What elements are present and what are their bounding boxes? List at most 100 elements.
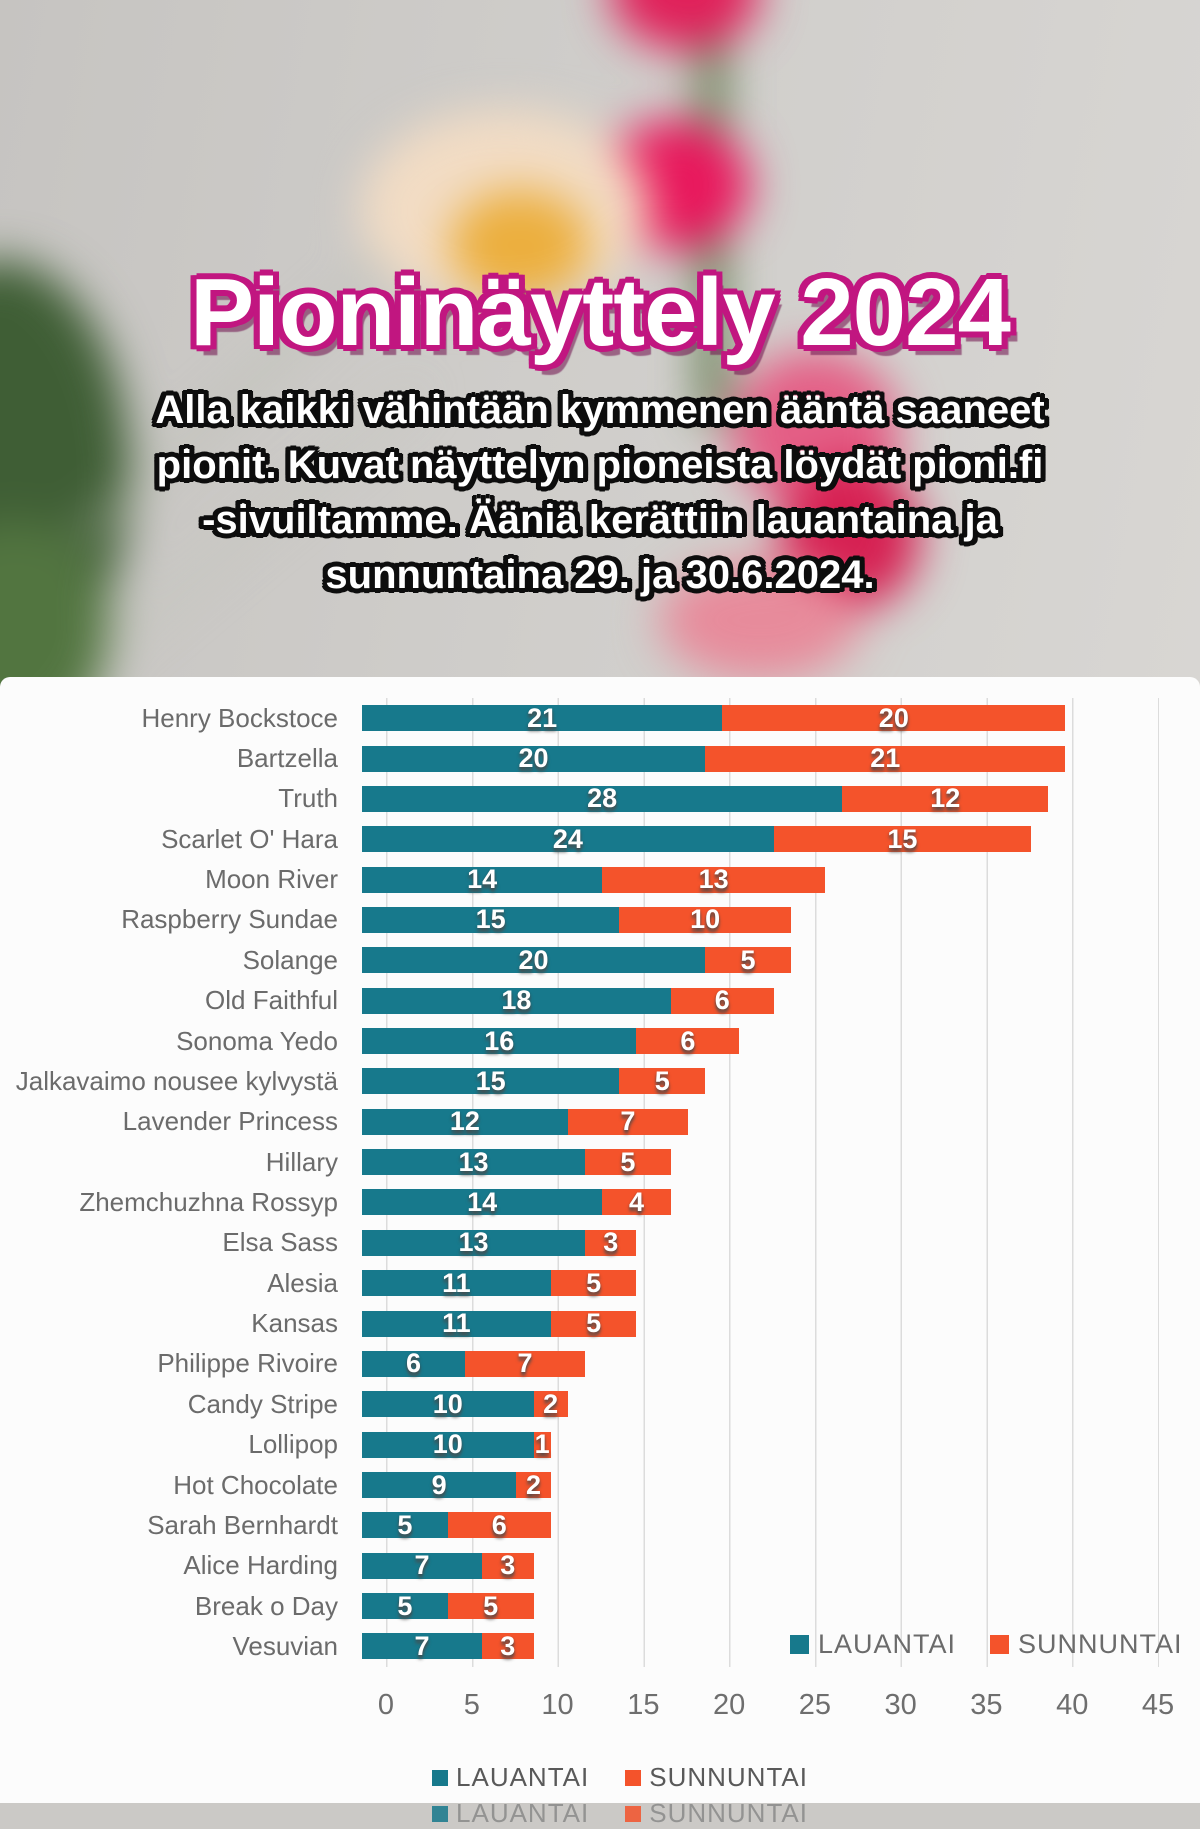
bar-segment-saturday: 9 [362,1469,517,1500]
bar-track: 11 5 [362,1267,1134,1298]
value-label: 10 [432,1388,463,1419]
bar-segment-sunday: 6 [636,1026,740,1056]
legend-item: SUNNUNTAI [625,1762,808,1793]
bar-rows: Henry Bockstoce 21 20 Bartzella 20 21 Truth 28 1… [0,698,1160,1667]
category-label: Kansas [251,1308,338,1339]
legend-label: LAUANTAI [818,1629,957,1659]
bar-row: Truth 28 12 [0,779,1160,819]
value-label: 14 [467,1186,498,1217]
bar-track: 20 5 [362,944,1134,975]
x-axis: 0 5 10 15 20 25 30 35 40 45 [0,1689,1200,1729]
bar-segment-sunday: 20 [722,703,1066,733]
value-label: 5 [654,1065,670,1096]
category-label: Sonoma Yedo [176,1025,338,1056]
value-label: 7 [517,1348,533,1379]
photo-header [0,0,1200,700]
value-label: 5 [586,1267,602,1298]
plot-gridlines [386,698,1159,1667]
legend-label: SUNNUNTAI [1018,1629,1183,1659]
category-label: Moon River [205,864,338,895]
bar-row: Alice Harding 7 3 [0,1546,1160,1586]
bar-segment-saturday: 7 [362,1630,483,1661]
value-label: 16 [484,1025,515,1056]
value-label: 21 [527,702,558,733]
bar-segment-sunday: 21 [705,743,1066,773]
bar-segment-saturday: 14 [362,1186,603,1217]
pink-flower-blob-lower [660,560,860,680]
bar-row: Jalkavaimo nousee kylvystä 15 5 [0,1061,1160,1101]
bar-segment-saturday: 14 [362,864,603,894]
bar-row: Hillary 13 5 [0,1142,1160,1182]
value-label: 2 [543,1388,559,1419]
x-tick-label: 0 [377,1689,395,1721]
category-label: Solange [242,944,338,975]
value-label: 9 [431,1469,447,1500]
bar-segment-saturday: 16 [362,1025,637,1056]
value-label: 3 [500,1630,516,1661]
bar-track: 20 21 [362,743,1134,773]
category-label: Break o Day [194,1590,338,1621]
category-label: Zhemchuzhna Rossyp [79,1186,338,1217]
value-label: 7 [414,1630,430,1661]
bar-row: Break o Day 5 5 [0,1586,1160,1626]
bar-segment-saturday: 12 [362,1106,568,1136]
legend-item: SUNNUNTAI [990,1629,1183,1660]
value-label: 13 [698,864,729,895]
bar-segment-sunday: 3 [585,1227,637,1258]
bar-segment-sunday: 4 [602,1187,671,1217]
legend-swatch [625,1769,642,1786]
bar-segment-sunday: 6 [447,1510,551,1540]
subtitle-line-2: pionit. Kuvat näyttelyn pioneista löydät… [156,443,1044,487]
value-label: 5 [620,1146,636,1177]
category-label: Lollipop [248,1429,338,1460]
subtitle-line-4: sunnuntaina 29. ja 30.6.2024. [325,553,875,597]
category-label: Old Faithful [205,985,338,1016]
category-label: Alesia [267,1267,338,1298]
bar-row: Sonoma Yedo 16 6 [0,1021,1160,1061]
value-label: 3 [603,1227,619,1258]
bar-segment-sunday: 6 [670,985,774,1016]
bar-track: 28 12 [362,783,1134,814]
bar-row: Sarah Bernhardt 5 6 [0,1505,1160,1545]
value-label: 5 [397,1590,413,1621]
bar-row: Alesia 11 5 [0,1263,1160,1303]
value-label: 18 [501,985,532,1016]
x-tick-label: 5 [463,1689,480,1721]
bar-track: 21 20 [362,702,1134,733]
bar-segment-saturday: 10 [362,1388,534,1419]
bar-segment-sunday: 3 [482,1630,534,1661]
bar-segment-saturday: 11 [362,1267,551,1298]
bar-row: Candy Stripe 10 2 [0,1384,1160,1424]
category-label: Vesuvian [232,1630,338,1661]
bar-row: Hot Chocolate 9 2 [0,1465,1160,1505]
bar-row: Moon River 14 13 [0,859,1160,899]
value-label: 6 [714,985,730,1016]
bar-segment-saturday: 20 [362,743,706,773]
x-tick-label: 30 [884,1689,917,1721]
value-label: 10 [690,904,721,935]
bar-segment-sunday: 5 [705,944,791,975]
bar-track: 11 5 [362,1308,1134,1338]
value-label: 5 [740,944,756,975]
bar-track: 15 5 [362,1065,1134,1096]
value-label: 1 [534,1429,550,1460]
value-label: 13 [458,1146,489,1177]
bar-row: Bartzella 20 21 [0,738,1160,778]
subtitle-line-3: -sivuiltamme. Ääniä kerättiin lauantaina… [202,498,998,542]
bar-segment-saturday: 18 [362,985,671,1016]
value-label: 28 [587,783,618,814]
value-label: 3 [500,1550,516,1581]
value-label: 11 [442,1267,471,1298]
category-label: Sarah Bernhardt [147,1509,338,1540]
bar-segment-sunday: 2 [533,1388,568,1419]
bar-track: 12 7 [362,1106,1134,1136]
bar-row: Kansas 11 5 [0,1303,1160,1343]
page-subtitle: Alla kaikki vähintään kymmenen ääntä saa… [0,383,1200,603]
bar-segment-sunday: 7 [567,1106,688,1136]
bar-row: Zhemchuzhna Rossyp 14 4 [0,1182,1160,1222]
bar-row: Henry Bockstoce 21 20 [0,698,1160,738]
